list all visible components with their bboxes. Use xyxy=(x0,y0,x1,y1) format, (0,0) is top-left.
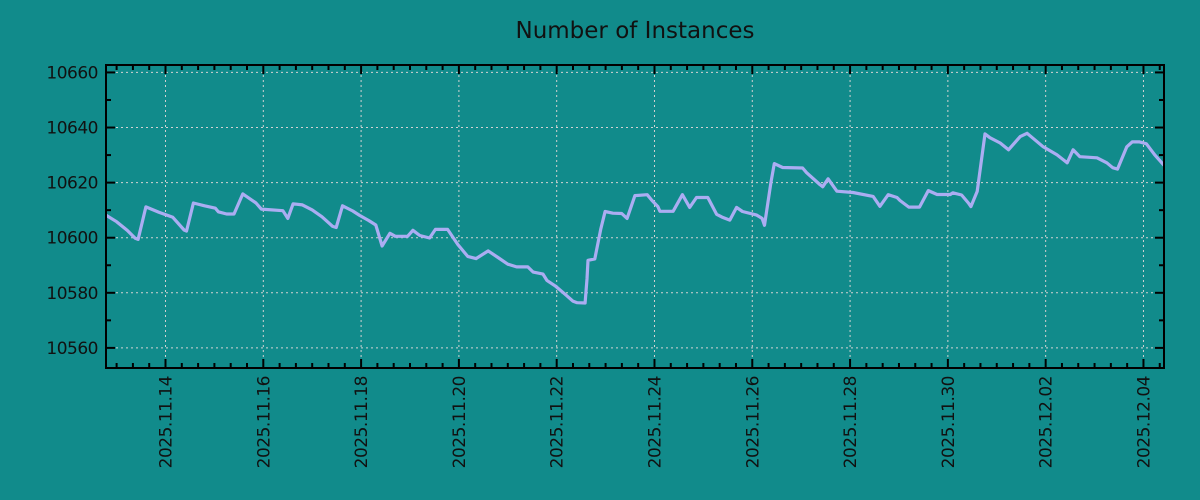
gridlines xyxy=(106,65,1164,368)
axes xyxy=(105,64,1165,369)
x-tick-label: 2025.11.22 xyxy=(548,376,568,468)
x-tick-label: 2025.11.16 xyxy=(254,376,274,468)
x-tick-label: 2025.11.28 xyxy=(841,376,861,468)
y-tick-label: 10580 xyxy=(46,284,98,304)
x-tick-label: 2025.11.24 xyxy=(645,376,665,468)
x-tick-label: 2025.11.26 xyxy=(743,376,763,468)
x-tick-label: 2025.11.18 xyxy=(352,376,372,468)
plot-border xyxy=(105,64,1165,369)
y-tick-label: 10600 xyxy=(46,229,98,249)
axis-labels: 10560 10580 10600 10620 10640 10660 2025.11.14… xyxy=(46,63,1154,468)
y-tick-label: 10620 xyxy=(46,174,98,194)
y-tick-label: 10660 xyxy=(46,63,98,83)
instances-series-line xyxy=(105,131,1166,305)
data-series xyxy=(105,131,1166,305)
x-tick-label: 2025.12.04 xyxy=(1134,376,1154,468)
x-tick-label: 2025.11.20 xyxy=(450,376,470,468)
x-tick-label: 2025.11.30 xyxy=(939,376,959,468)
y-tick-label: 10640 xyxy=(46,119,98,139)
x-tick-label: 2025.11.14 xyxy=(157,376,177,468)
chart-title: Number of Instances xyxy=(516,18,755,44)
x-tick-label: 2025.12.02 xyxy=(1037,376,1057,468)
y-tick-label: 10560 xyxy=(46,339,98,359)
